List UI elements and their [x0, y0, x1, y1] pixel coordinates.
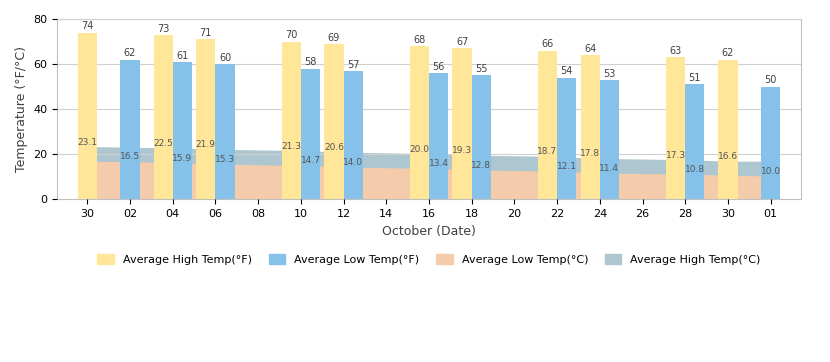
Text: 10.8: 10.8 [685, 165, 705, 174]
Text: 10.0: 10.0 [760, 167, 781, 176]
Text: 12.1: 12.1 [557, 162, 577, 171]
Bar [78, 33, 97, 199]
Text: 58: 58 [305, 58, 317, 67]
Text: 18.7: 18.7 [538, 147, 558, 156]
Text: 57: 57 [347, 60, 359, 70]
Bar [452, 48, 471, 199]
Bar [581, 55, 600, 199]
Bar [325, 44, 344, 199]
Text: 11.4: 11.4 [599, 164, 619, 173]
Text: 56: 56 [432, 62, 445, 72]
Text: 21.9: 21.9 [196, 140, 216, 149]
Text: 22.5: 22.5 [154, 139, 173, 148]
Text: 64: 64 [584, 44, 596, 54]
Bar [120, 60, 139, 199]
Text: 74: 74 [81, 21, 94, 31]
Bar [557, 77, 576, 199]
Bar [196, 39, 216, 199]
Text: 62: 62 [722, 49, 735, 58]
Text: 67: 67 [456, 37, 468, 47]
Text: 62: 62 [124, 49, 136, 58]
Text: 13.4: 13.4 [428, 159, 448, 168]
Text: 14.7: 14.7 [300, 156, 320, 165]
Text: 17.3: 17.3 [666, 151, 686, 160]
Text: 70: 70 [285, 30, 297, 41]
Text: 15.9: 15.9 [173, 154, 193, 163]
Bar [761, 87, 780, 199]
Bar [718, 60, 738, 199]
Bar [216, 64, 235, 199]
Text: 17.8: 17.8 [580, 150, 600, 159]
Text: 16.5: 16.5 [120, 152, 140, 161]
Text: 15.3: 15.3 [215, 155, 235, 164]
Text: 63: 63 [670, 46, 681, 56]
Text: 73: 73 [157, 24, 169, 34]
Text: 16.6: 16.6 [718, 152, 738, 161]
Text: 14.0: 14.0 [343, 158, 364, 167]
Text: 12.8: 12.8 [471, 161, 491, 170]
Legend: Average High Temp(°F), Average Low Temp(°F), Average Low Temp(°C), Average High : Average High Temp(°F), Average Low Temp(… [93, 250, 765, 269]
Text: 71: 71 [200, 28, 212, 38]
Bar [173, 62, 192, 199]
Text: 53: 53 [603, 69, 616, 79]
Bar [429, 73, 448, 199]
X-axis label: October (Date): October (Date) [382, 224, 476, 237]
Text: 23.1: 23.1 [77, 138, 97, 147]
Bar [471, 75, 491, 199]
Text: 61: 61 [176, 51, 188, 61]
Bar [344, 71, 363, 199]
Text: 68: 68 [413, 35, 426, 45]
Text: 19.3: 19.3 [452, 146, 472, 155]
Text: 55: 55 [475, 64, 487, 74]
Text: 20.6: 20.6 [324, 143, 344, 152]
Bar [666, 57, 686, 199]
Bar [538, 51, 557, 199]
Bar [600, 80, 619, 199]
Text: 69: 69 [328, 33, 340, 43]
Text: 50: 50 [764, 76, 777, 85]
Text: 51: 51 [689, 73, 701, 83]
Bar [410, 46, 429, 199]
Bar [686, 84, 705, 199]
Text: 66: 66 [541, 39, 554, 50]
Text: 60: 60 [219, 53, 232, 63]
Bar [300, 68, 320, 199]
Text: 21.3: 21.3 [281, 142, 301, 151]
Y-axis label: Temperature (°F/°C): Temperature (°F/°C) [15, 46, 28, 172]
Bar [281, 42, 300, 199]
Text: 54: 54 [560, 67, 573, 76]
Bar [154, 35, 173, 199]
Text: 20.0: 20.0 [409, 144, 429, 153]
